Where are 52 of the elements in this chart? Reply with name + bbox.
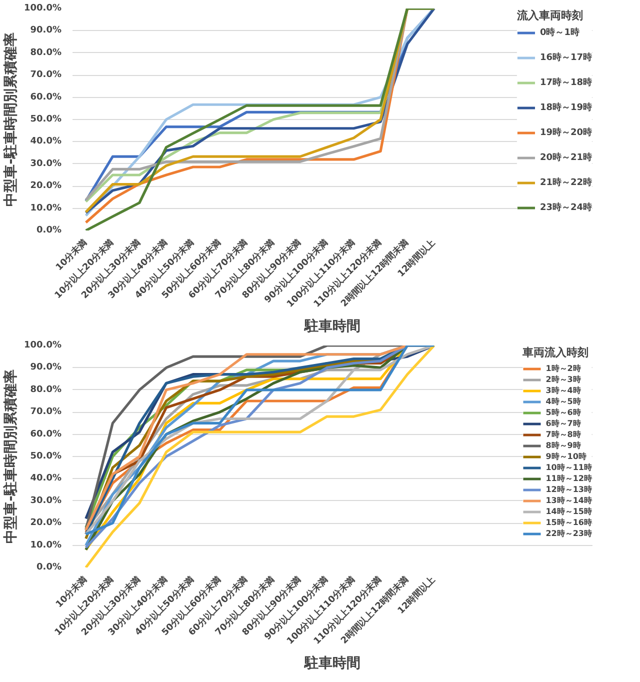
legend-label: 18時～19時 xyxy=(540,101,592,114)
y-tick-label: 60.0% xyxy=(30,429,62,440)
y-tick-label: 100.0% xyxy=(24,340,62,350)
y-tick-label: 90.0% xyxy=(30,362,62,373)
y-tick-label: 100.0% xyxy=(24,4,62,14)
legend-label: 4時～5時 xyxy=(546,396,581,407)
y-axis-title: 中型車-駐車時間別累積確率 xyxy=(2,370,20,544)
y-tick-label: 80.0% xyxy=(30,384,62,395)
y-tick-label: 50.0% xyxy=(30,452,62,462)
legend-label: 13時～14時 xyxy=(546,495,592,506)
y-tick-label: 0.0% xyxy=(36,562,62,572)
legend-label: 11時～12時 xyxy=(546,473,592,484)
y-tick-label: 30.0% xyxy=(30,496,62,506)
y-tick-label: 80.0% xyxy=(30,48,62,58)
y-tick-label: 50.0% xyxy=(30,114,62,124)
y-tick-label: 10.0% xyxy=(30,540,62,550)
y-tick-label: 10.0% xyxy=(30,203,62,214)
legend-label: 20時～21時 xyxy=(540,151,592,164)
legend-label: 15時～16時 xyxy=(546,517,592,528)
y-axis-title: 中型車-駐車時間別累積確率 xyxy=(2,32,20,206)
legend-label: 12時～13時 xyxy=(546,484,592,495)
y-tick-label: 70.0% xyxy=(30,70,62,80)
legend-label: 8時～9時 xyxy=(546,440,581,451)
y-tick-label: 60.0% xyxy=(30,92,62,102)
legend-label: 9時～10時 xyxy=(546,451,586,462)
y-tick-label: 70.0% xyxy=(30,407,62,418)
x-axis-title: 駐車時間 xyxy=(304,317,360,334)
y-tick-label: 20.0% xyxy=(30,518,62,528)
legend-label: 5時～6時 xyxy=(546,407,581,418)
legend-label: 19時～20時 xyxy=(540,126,592,139)
legend-label: 17時～18時 xyxy=(540,76,592,89)
legend-label: 1時～2時 xyxy=(546,363,581,374)
legend-label: 3時～4時 xyxy=(546,385,581,396)
y-tick-label: 40.0% xyxy=(30,474,62,484)
legend-label: 0時～1時 xyxy=(540,26,580,39)
legend-label: 16時～17時 xyxy=(540,51,592,64)
y-tick-label: 30.0% xyxy=(30,158,62,169)
legend-title: 車両流入時刻 xyxy=(522,345,590,360)
x-axis-title: 駐車時間 xyxy=(304,654,360,672)
legend-title: 流入車両時刻 xyxy=(516,8,584,23)
legend-label: 6時～7時 xyxy=(546,418,581,429)
legend-label: 10時～11時 xyxy=(546,462,592,473)
y-tick-label: 90.0% xyxy=(30,26,62,36)
legend-label: 2時～3時 xyxy=(546,374,581,385)
legend-label: 22時～23時 xyxy=(546,528,592,539)
legend-label: 14時～15時 xyxy=(546,506,592,517)
y-tick-label: 40.0% xyxy=(30,136,62,147)
legend-label: 21時～22時 xyxy=(540,176,592,189)
legend-label: 23時～24時 xyxy=(540,201,592,214)
y-tick-label: 20.0% xyxy=(30,181,62,192)
y-tick-label: 0.0% xyxy=(36,226,62,236)
legend-label: 7時～8時 xyxy=(546,429,581,440)
